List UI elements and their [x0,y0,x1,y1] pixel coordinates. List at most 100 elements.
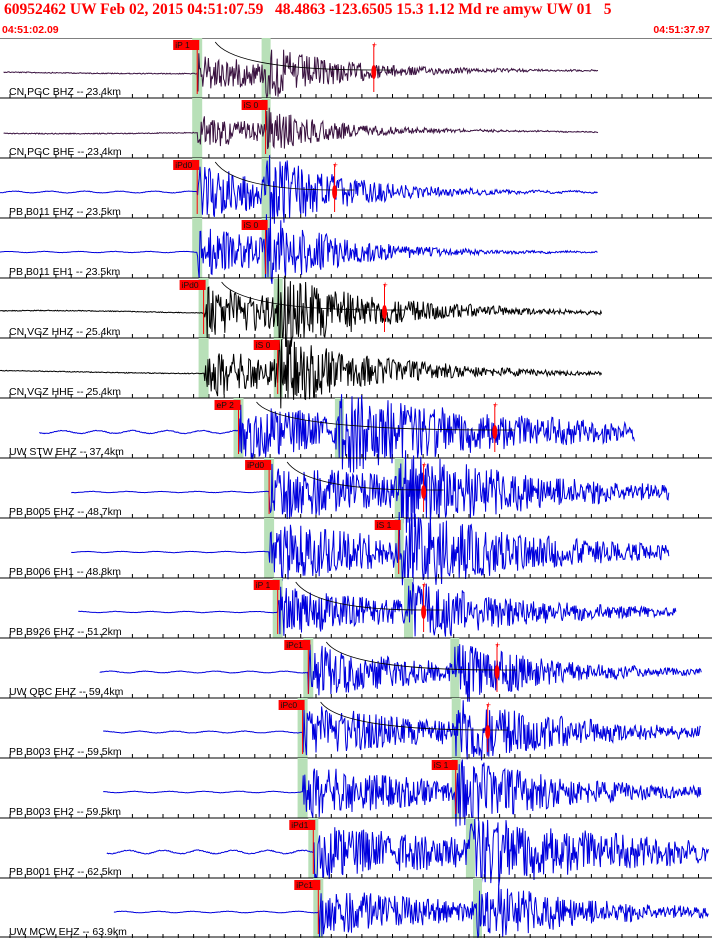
station-label: PB B003 EH2 -- 59.5km [9,806,121,818]
station-label: PB B003 EHZ -- 59.5km [9,746,122,758]
pick-label: iP 1 [256,580,271,590]
pick-label: iPc1 [286,640,303,650]
station-label: PB B001 EHZ -- 62.5km [9,866,122,878]
pick-label: eP 2 [217,400,235,410]
station-label: CN PGC BHE -- 23.4km [9,146,122,158]
station-label: PB B011 EHZ -- 23.5km [9,206,121,218]
coda-plus-icon: + [333,160,338,170]
coda-curve [214,41,394,71]
station-label: UW STW EHZ -- 37.4km [9,446,124,458]
s-window [394,458,404,518]
station-label: CN VGZ HHE -- 25.4km [9,386,121,398]
coda-plus-icon: + [422,580,427,590]
pick-tag[interactable] [294,880,321,890]
pick-tag[interactable] [241,220,268,230]
pick-label: iPd0 [175,160,192,170]
trace-panel[interactable]: iPd1 PB B001 EHZ -- 62.5km [0,817,712,887]
pick-tag[interactable] [431,760,458,770]
waveform [102,700,702,761]
trace-panel[interactable]: iPd0 + CN VGZ HHZ -- 25.4km [0,274,712,348]
trace-panel[interactable]: iPd0 + PB B005 EHZ -- 48.7km [0,450,712,533]
coda-blob [494,665,500,679]
coda-curve [286,461,444,491]
pick-tag[interactable] [374,520,401,530]
trace-panel[interactable]: iPc0 + PB B003 EHZ -- 59.5km [0,697,712,761]
coda-curve [320,701,508,731]
trace-panel[interactable]: iS 0 CN PGC BHE -- 23.4km [0,97,712,158]
pick-label: iS 1 [434,760,449,770]
coda-curve [295,581,444,611]
pick-tag[interactable] [179,280,206,290]
trace-panel[interactable]: eP 2 + UW STW EHZ -- 37.4km [0,394,712,473]
waveform [0,155,598,228]
coda-blob [421,485,427,499]
pick-tag[interactable] [173,160,200,170]
trace-panel[interactable]: iPc1 UW MCW EHZ -- 63.9km [0,877,712,938]
coda-plus-icon: + [383,280,388,290]
station-label: PB B011 EH1 -- 23.5km [9,266,121,278]
pick-label: iPd0 [182,280,199,290]
pick-tag[interactable] [214,400,241,410]
trace-panel[interactable]: iS 0 PB B011 EH1 -- 23.5km [0,214,712,284]
coda-plus-icon: + [495,640,500,650]
waveform [103,759,702,827]
trace-panel[interactable]: iS 0 CN VGZ HHE -- 25.4km [0,337,712,409]
pick-label: iPc1 [296,880,313,890]
trace-panel[interactable]: iS 1 PB B006 EH1 -- 48.8km [0,511,712,592]
event-header: 60952462 UW Feb 02, 2015 04:51:07.59 48.… [0,0,712,38]
coda-blob [382,305,387,319]
pick-label: iP 1 [175,40,190,50]
coda-blob [421,605,427,619]
pick-tag[interactable] [289,820,316,830]
coda-blob [332,185,338,199]
pick-tag[interactable] [253,580,280,590]
waveform [71,511,670,592]
coda-blob [485,725,491,739]
coda-blob [371,65,377,79]
trace-panel[interactable]: iPc1 + UW QBC EHZ -- 59.4km [0,637,712,702]
s-window [450,638,460,698]
pick-tag[interactable] [245,460,272,470]
pick-label: iS 1 [377,520,392,530]
event-title: 60952462 UW Feb 02, 2015 04:51:07.59 48.… [4,1,612,18]
pick-tag[interactable] [253,340,280,350]
coda-curve [325,641,517,671]
coda-plus-icon: + [486,700,491,710]
waveform [3,107,599,150]
coda-curve [214,161,355,191]
waveform [3,49,599,100]
station-label: UW QBC EHZ -- 59.4km [9,686,124,698]
waveform [0,214,598,284]
waveform [0,274,603,348]
waveform [106,818,709,887]
time-start-label: 04:51:02.09 [2,24,59,36]
station-label: PB B926 EHZ -- 51.2km [9,626,122,638]
time-end-label: 04:51:37.97 [653,24,710,36]
s-window [404,578,413,638]
pick-tag[interactable] [173,40,200,50]
waveform [99,644,702,702]
pick-tag[interactable] [278,700,305,710]
coda-blob [492,425,498,439]
s-window [473,878,482,938]
trace-panel[interactable]: iP 1 + PB B926 EHZ -- 51.2km [0,577,712,638]
seismogram-panel[interactable]: iP 1 + CN PGC BHZ -- 23.4km iS 0 CN PGC BHE … [0,38,712,938]
p-window [264,518,275,578]
waveform [0,339,603,409]
waveform [78,582,677,637]
waveform [71,450,670,533]
trace-panel[interactable]: iS 1 PB B003 EH2 -- 59.5km [0,757,712,827]
pick-tag[interactable] [284,640,311,650]
trace-panel[interactable]: iP 1 + CN PGC BHZ -- 23.4km [0,38,712,100]
pick-label: iS 0 [256,340,271,350]
waveform [39,394,635,473]
pick-label: iS 0 [244,220,259,230]
pick-label: iS 0 [244,100,259,110]
s-window [261,38,271,98]
station-label: PB B006 EH1 -- 48.8km [9,566,121,578]
pick-label: iPd0 [247,460,264,470]
coda-curve [256,401,515,431]
pick-tag[interactable] [241,100,268,110]
trace-panel[interactable]: iPd0 + PB B011 EHZ -- 23.5km [0,155,712,228]
pick-label: iPd1 [291,820,308,830]
